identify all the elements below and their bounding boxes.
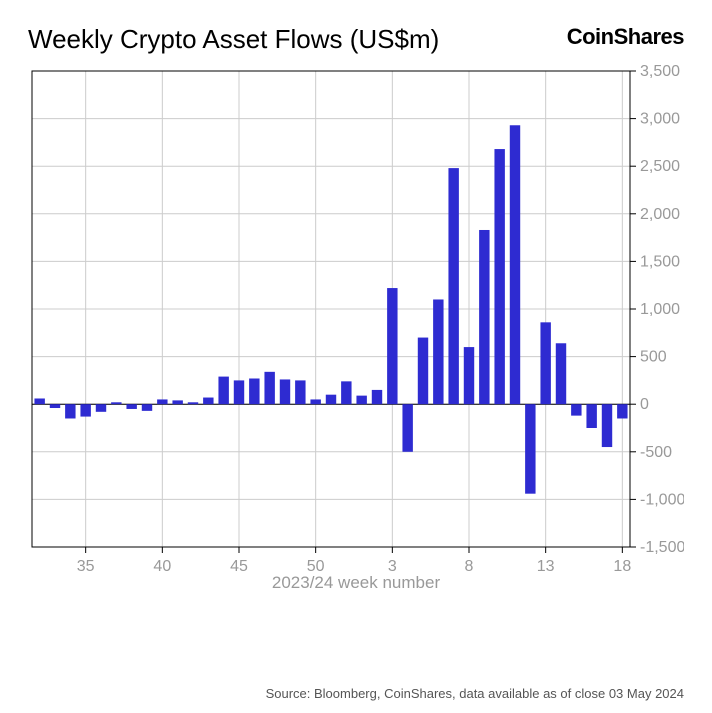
chart-area: -1,500 -1,000 -500 0 500 1,000 1,500 2,000 2,500…: [28, 63, 684, 633]
x-axis-label: 2023/24 week number: [28, 573, 684, 593]
svg-text:500: 500: [640, 349, 667, 366]
source-text: Source: Bloomberg, CoinShares, data avai…: [266, 686, 684, 701]
bar-chart-svg: -1,500 -1,000 -500 0 500 1,000 1,500 2,000 2,500…: [28, 63, 684, 633]
svg-text:2,000: 2,000: [640, 206, 680, 223]
svg-text:3,000: 3,000: [640, 111, 680, 128]
brand-logo: CoinShares: [567, 24, 684, 50]
svg-text:2,500: 2,500: [640, 158, 680, 175]
svg-text:-1,000: -1,000: [640, 491, 684, 508]
chart-title: Weekly Crypto Asset Flows (US$m): [28, 24, 439, 55]
svg-text:-1,500: -1,500: [640, 539, 684, 556]
svg-text:-500: -500: [640, 444, 672, 461]
chart-container: Weekly Crypto Asset Flows (US$m) CoinSha…: [0, 0, 712, 713]
header: Weekly Crypto Asset Flows (US$m) CoinSha…: [28, 24, 684, 55]
svg-text:3,500: 3,500: [640, 63, 680, 80]
svg-text:1,500: 1,500: [640, 253, 680, 270]
svg-text:0: 0: [640, 396, 649, 413]
svg-text:1,000: 1,000: [640, 301, 680, 318]
